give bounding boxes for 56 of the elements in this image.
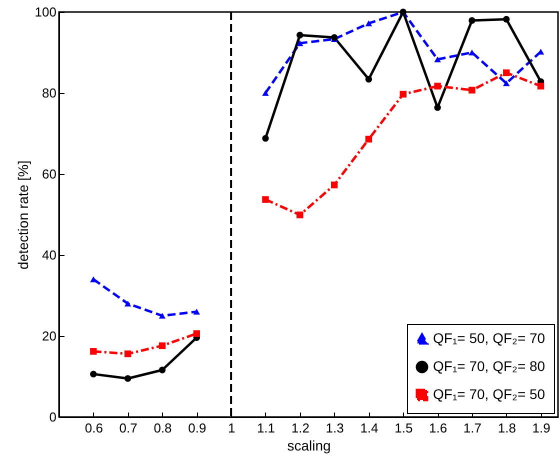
y-tick-label: 0	[49, 410, 56, 424]
x-tick-label: 1.3	[326, 420, 344, 436]
x-tick-label: 1.8	[498, 420, 516, 436]
point	[330, 182, 338, 188]
x-tick-label: 1.5	[394, 420, 413, 436]
y-tick-label: 40	[42, 248, 56, 262]
point	[503, 16, 510, 23]
y-tick-label: 100	[34, 4, 56, 20]
point	[296, 40, 304, 46]
point	[434, 82, 441, 90]
legend-label: QF₁= 70, QF₂= 50	[433, 386, 546, 402]
point	[193, 308, 200, 315]
point	[124, 350, 132, 358]
point	[400, 90, 406, 98]
point	[468, 17, 476, 24]
point	[262, 196, 269, 203]
x-tick-label: 0.9	[188, 420, 206, 436]
point	[90, 348, 97, 355]
point	[90, 370, 97, 378]
y-tick-label: 20	[42, 328, 56, 344]
point	[434, 104, 441, 111]
point	[365, 136, 372, 143]
point	[158, 342, 166, 350]
point	[365, 20, 372, 26]
point	[503, 69, 510, 76]
point	[124, 375, 132, 382]
x-tick-label: 1.4	[360, 420, 378, 436]
point	[434, 56, 441, 62]
x-tick-label: 0.6	[84, 420, 103, 436]
point	[468, 86, 476, 94]
y-tick-label: 60	[42, 166, 56, 182]
point	[503, 80, 510, 86]
point	[262, 90, 269, 96]
point	[365, 76, 372, 83]
point	[262, 135, 269, 142]
x-tick-label: 1.1	[256, 420, 276, 436]
y-axis-title: detection rate [%]	[14, 160, 31, 270]
legend-label: QF₁= 50, QF₂= 70	[433, 330, 546, 346]
x-tick-label: 1.9	[532, 420, 550, 436]
point	[296, 32, 304, 38]
x-tick-label: 1.6	[429, 420, 448, 436]
point	[537, 82, 544, 90]
x-tick-label: 1	[228, 420, 236, 436]
point	[90, 276, 97, 282]
x-axis-title: scaling	[287, 438, 331, 454]
point	[124, 300, 132, 307]
point	[296, 212, 304, 218]
x-tick-label: 1.2	[291, 420, 310, 436]
point	[158, 366, 166, 374]
legend-label: QF₁= 70, QF₂= 80	[433, 358, 546, 374]
point	[193, 330, 200, 337]
x-tick-label: 1.7	[463, 420, 482, 436]
point	[158, 312, 166, 319]
x-tick-label: 0.7	[119, 420, 138, 436]
y-tick-label: 80	[42, 86, 56, 100]
x-tick-label: 0.8	[154, 420, 172, 436]
